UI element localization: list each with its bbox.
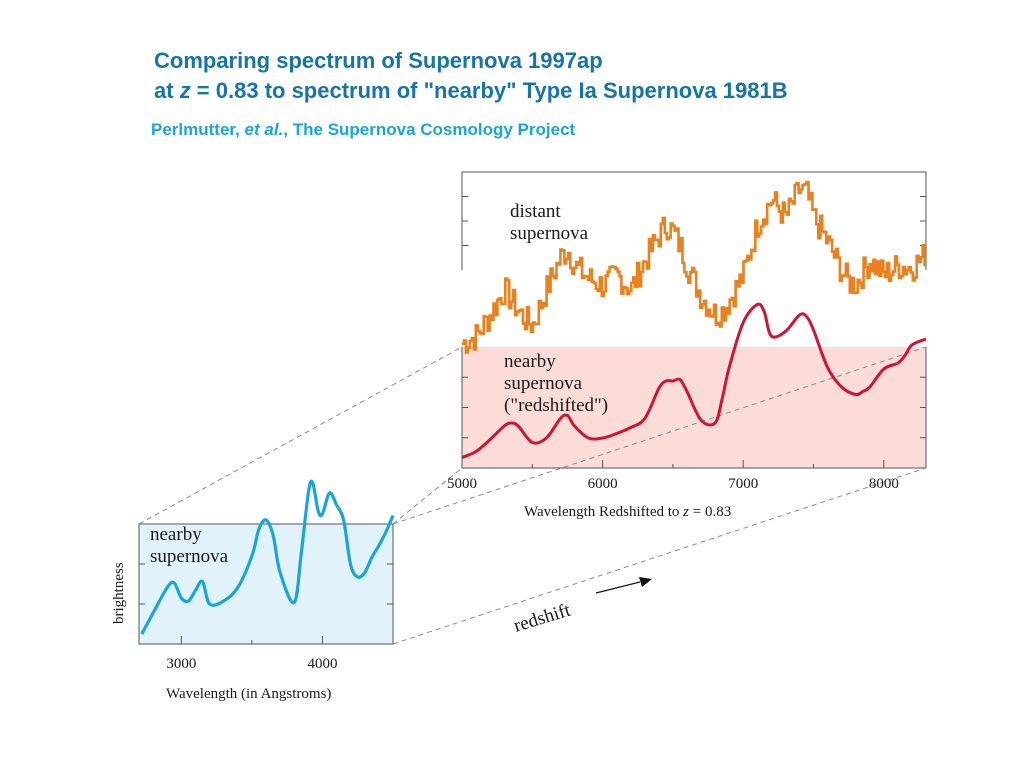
series-lines: [140, 180, 927, 635]
redshift-arrow: [595, 577, 652, 594]
nearby-panel-fill: [139, 524, 393, 644]
connector-lines: [138, 346, 927, 645]
nearby-panel-frame: [138, 523, 394, 645]
redshifted-panel-xlabel: Wavelength Redshifted to z = 0.83: [524, 504, 731, 520]
connector-line: [392, 467, 927, 645]
title-line-1: Comparing spectrum of Supernova 1997ap: [154, 48, 603, 73]
connector-line: [138, 346, 463, 525]
nearby-panel-xlabel: Wavelength (in Angstroms): [166, 686, 331, 702]
connector-line: [392, 346, 927, 525]
x-tick-label: 6000: [588, 476, 618, 492]
page-title: Comparing spectrum of Supernova 1997ap a…: [154, 46, 788, 106]
x-tick-label: 8000: [869, 476, 899, 492]
axis-tick-labels: 5000 6000 7000 8000 3000 4000: [166, 476, 898, 672]
nearby-supernova-label: nearby supernova: [150, 524, 229, 567]
nearby-panel-ylabel: brightness: [111, 562, 127, 624]
distant-supernova-label: distant supernova: [510, 201, 589, 244]
nearby-supernova-line: [140, 479, 395, 635]
series-labels: distant supernova nearby supernova ("redshif…: [150, 201, 608, 567]
distant-supernova-line: [462, 180, 926, 354]
axis-ticks: [139, 196, 926, 644]
credit-line: Perlmutter, et al., The Supernova Cosmol…: [151, 120, 576, 139]
nearby-redshifted-line: [461, 302, 927, 459]
x-tick-label: 7000: [728, 476, 758, 492]
nearby-redshifted-label: nearby supernova ("redshifted"): [504, 351, 608, 416]
x-tick-label: 3000: [166, 656, 196, 672]
title-line-2: at z = 0.83 to spectrum of "nearby" Type…: [154, 78, 788, 103]
redshift-label: redshift: [511, 600, 573, 637]
connector-line: [392, 467, 463, 525]
x-tick-label: 5000: [447, 476, 477, 492]
x-tick-label: 4000: [307, 656, 337, 672]
